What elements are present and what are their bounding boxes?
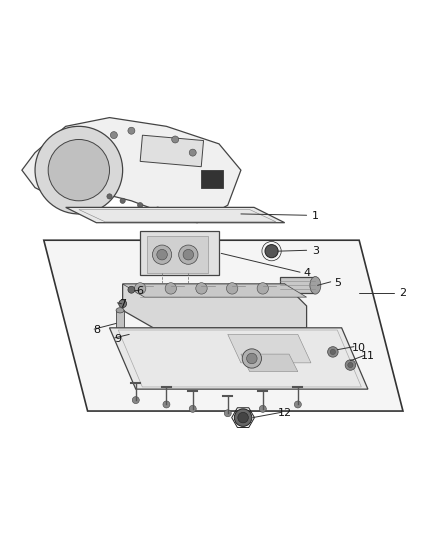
Polygon shape — [228, 334, 311, 363]
Circle shape — [128, 127, 135, 134]
Circle shape — [152, 245, 172, 264]
Bar — [116, 310, 124, 336]
Circle shape — [157, 249, 167, 260]
Circle shape — [179, 245, 198, 264]
Circle shape — [259, 405, 266, 413]
Text: 12: 12 — [278, 408, 292, 418]
Circle shape — [163, 401, 170, 408]
Circle shape — [330, 349, 336, 354]
Circle shape — [328, 346, 338, 357]
Circle shape — [134, 282, 146, 294]
Circle shape — [189, 405, 196, 413]
Circle shape — [196, 282, 207, 294]
Ellipse shape — [310, 277, 321, 294]
Circle shape — [120, 198, 125, 204]
Bar — [140, 135, 204, 167]
Circle shape — [242, 349, 261, 368]
Text: 8: 8 — [93, 325, 100, 335]
Circle shape — [119, 300, 127, 308]
Circle shape — [189, 149, 196, 156]
Text: 3: 3 — [312, 246, 319, 256]
Circle shape — [110, 132, 117, 139]
Circle shape — [48, 140, 110, 201]
Text: 1: 1 — [312, 211, 319, 221]
Circle shape — [348, 362, 353, 368]
Bar — [140, 231, 219, 275]
Text: 6: 6 — [137, 286, 144, 296]
Circle shape — [224, 410, 231, 417]
Polygon shape — [123, 284, 307, 297]
Circle shape — [155, 207, 160, 212]
Text: 2: 2 — [399, 288, 406, 298]
Circle shape — [183, 249, 194, 260]
Circle shape — [247, 353, 257, 364]
Polygon shape — [280, 278, 315, 293]
Circle shape — [132, 397, 139, 403]
Text: 10: 10 — [352, 343, 366, 352]
Circle shape — [265, 245, 278, 258]
Ellipse shape — [116, 308, 124, 313]
Polygon shape — [123, 284, 307, 328]
Circle shape — [107, 194, 112, 199]
Circle shape — [128, 286, 135, 293]
Circle shape — [238, 413, 248, 423]
Text: 5: 5 — [334, 278, 341, 288]
Circle shape — [165, 282, 177, 294]
Circle shape — [226, 282, 238, 294]
Bar — [147, 236, 208, 273]
Polygon shape — [44, 240, 403, 411]
Text: 7: 7 — [119, 298, 126, 309]
Circle shape — [138, 203, 143, 208]
Bar — [127, 329, 137, 337]
Polygon shape — [66, 207, 285, 223]
Bar — [201, 170, 223, 188]
Polygon shape — [241, 354, 298, 372]
Text: 11: 11 — [361, 351, 375, 361]
Circle shape — [345, 360, 356, 370]
Polygon shape — [110, 328, 368, 389]
Circle shape — [35, 126, 123, 214]
Circle shape — [172, 136, 179, 143]
Text: 4: 4 — [303, 268, 310, 278]
Text: 9: 9 — [115, 334, 122, 344]
Polygon shape — [22, 118, 241, 223]
Circle shape — [234, 409, 252, 426]
Circle shape — [257, 282, 268, 294]
Circle shape — [294, 401, 301, 408]
